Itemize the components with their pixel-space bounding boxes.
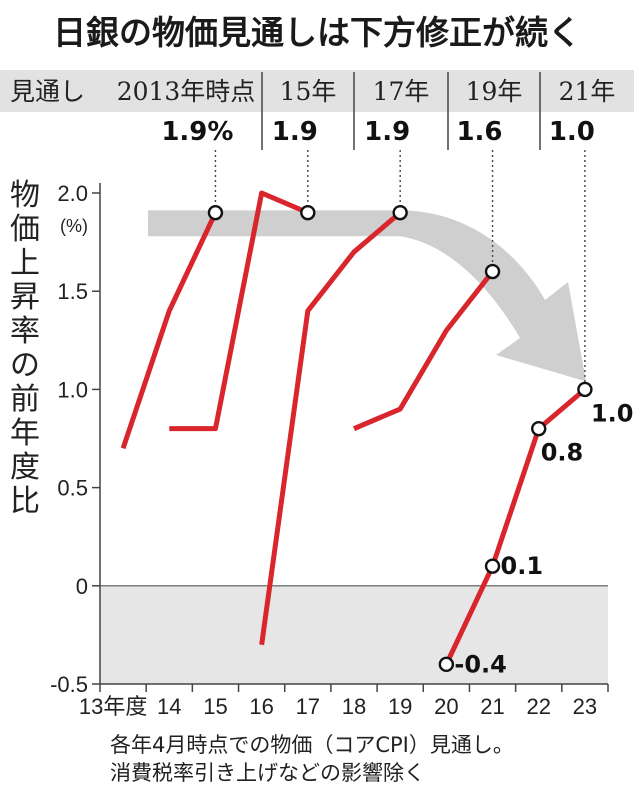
point-marker <box>531 420 547 437</box>
point-marker <box>577 381 593 398</box>
negative-region-shade <box>100 585 608 684</box>
header-year: 17年 <box>373 77 430 106</box>
y-label-char: 度 <box>10 450 40 485</box>
point-marker <box>300 204 316 221</box>
y-ticks: 2.0 1.5 1.0 0.5 0 -0.5 <box>50 181 100 697</box>
header-band <box>0 70 634 112</box>
data-label: 0.1 <box>501 552 544 580</box>
series-lines <box>120 190 587 666</box>
x-tick-label: 15 <box>203 694 227 719</box>
y-tick-label: 0 <box>76 574 88 599</box>
point-marker <box>438 656 455 673</box>
header-value: 1.9% <box>161 117 233 147</box>
chart-title: 日銀の物価見通しは下方修正が続く <box>53 13 581 52</box>
header-year: 2013年時点 <box>117 77 256 106</box>
data-labels: -0.4 0.1 0.81.0 <box>454 399 633 678</box>
header-value: 1.0 <box>549 117 595 147</box>
series-markers <box>207 204 593 673</box>
point-marker <box>484 263 501 280</box>
header-year: 15年 <box>280 77 337 106</box>
y-tick-label: 0.5 <box>57 476 88 501</box>
x-tick-label: 14 <box>157 694 181 719</box>
x-tick-label: 22 <box>526 694 550 719</box>
point-marker <box>484 558 501 574</box>
y-label-char: 比 <box>10 484 40 519</box>
y-tick-label: 1.0 <box>57 377 88 402</box>
trend-arrow <box>148 210 586 382</box>
y-label-char: 年 <box>10 416 40 451</box>
series-line <box>353 270 495 431</box>
note-line-2: 消費税率引き上げなどの影響除く <box>110 761 425 785</box>
y-label-char: 上 <box>10 246 40 281</box>
axes <box>99 183 608 685</box>
series-line <box>120 211 218 450</box>
x-tick-label: 18 <box>342 694 366 719</box>
x-tick-label: 17 <box>296 694 320 719</box>
y-label-char: の <box>10 348 40 383</box>
y-label-char: 物 <box>10 178 40 213</box>
data-label: -0.4 <box>454 650 506 678</box>
y-label-char: 昇 <box>10 280 40 315</box>
x-tick-label: 16 <box>249 694 273 719</box>
y-label-char: 率 <box>10 314 40 349</box>
header-year: 21年 <box>559 77 616 106</box>
y-tick-label: 2.0 <box>57 181 88 206</box>
y-tick-label: 1.5 <box>57 279 88 304</box>
x-tick-label: 19 <box>388 694 412 719</box>
leader-lines <box>214 150 586 383</box>
point-marker <box>207 204 224 221</box>
x-tick-label: 20 <box>434 694 458 719</box>
plot-area: 2.0 1.5 1.0 0.5 0 -0.5 13年度 14 15 16 17 18 19 20 21 22… <box>50 150 633 719</box>
x-tick-label: 13年度 <box>79 694 147 719</box>
series-line <box>444 387 587 666</box>
header-value: 1.9 <box>272 117 318 147</box>
x-ticks: 13年度 14 15 16 17 18 19 20 21 22 23 <box>79 684 609 719</box>
series-line <box>259 210 402 646</box>
series-line <box>169 190 309 432</box>
header-columns: 2013年時点 1.9% 15年 1.9 17年 1.9 19年 1.6 21年 1.0 <box>117 72 616 150</box>
header-year: 19年 <box>466 77 523 106</box>
y-label-char: 前 <box>10 382 40 417</box>
x-tick-label: 21 <box>480 694 504 719</box>
data-label: 1.0 <box>591 399 634 427</box>
y-unit: (%) <box>60 216 88 236</box>
y-tick-label: -0.5 <box>50 672 88 697</box>
note-line-1: 各年4月時点での物価（コアCPI）見通し。 <box>110 733 514 757</box>
header-value: 1.9 <box>364 117 410 147</box>
x-tick-label: 23 <box>573 694 597 719</box>
point-marker <box>392 204 408 221</box>
data-label: 0.8 <box>541 439 584 467</box>
header-label: 見通し <box>10 77 85 106</box>
header-value: 1.6 <box>456 117 502 147</box>
y-label-char: 価 <box>10 212 40 247</box>
